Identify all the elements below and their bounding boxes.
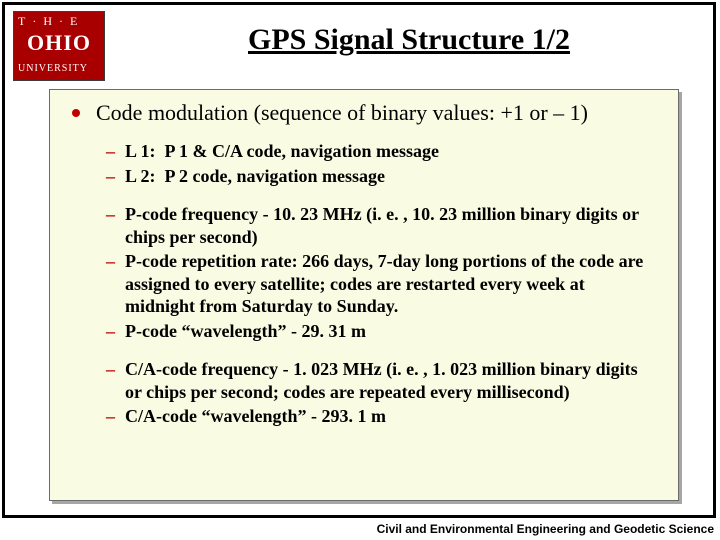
list-item: – C/A-code frequency - 1. 023 MHz (i. e.… bbox=[106, 358, 656, 403]
dash-icon: – bbox=[106, 165, 115, 188]
sub-group-1: – L 1: P 1 & C/A code, navigation messag… bbox=[106, 140, 656, 187]
list-item: – L 2: P 2 code, navigation message bbox=[106, 165, 656, 188]
list-item-text: L 1: P 1 & C/A code, navigation message bbox=[125, 140, 439, 163]
list-item: – P-code frequency - 10. 23 MHz (i. e. ,… bbox=[106, 203, 656, 248]
logo-line-3: UNIVERSITY bbox=[18, 63, 100, 74]
top-bullet-text: Code modulation (sequence of binary valu… bbox=[96, 100, 588, 126]
list-item: – C/A-code “wavelength” - 293. 1 m bbox=[106, 405, 656, 428]
sub-group-3: – C/A-code frequency - 1. 023 MHz (i. e.… bbox=[106, 358, 656, 428]
list-item-text: C/A-code frequency - 1. 023 MHz (i. e. ,… bbox=[125, 358, 656, 403]
list-item: – P-code “wavelength” - 29. 31 m bbox=[106, 320, 656, 343]
dash-icon: – bbox=[106, 250, 115, 273]
list-item: – L 1: P 1 & C/A code, navigation messag… bbox=[106, 140, 656, 163]
list-item-text: P-code repetition rate: 266 days, 7-day … bbox=[125, 250, 656, 318]
dash-icon: – bbox=[106, 203, 115, 226]
dash-icon: – bbox=[106, 405, 115, 428]
footer-text: Civil and Environmental Engineering and … bbox=[377, 522, 714, 536]
dash-icon: – bbox=[106, 358, 115, 381]
list-item-text: P-code frequency - 10. 23 MHz (i. e. , 1… bbox=[125, 203, 656, 248]
slide-title: GPS Signal Structure 1/2 bbox=[115, 23, 703, 57]
slide-frame: T·H·E OHIO UNIVERSITY GPS Signal Structu… bbox=[2, 2, 716, 518]
content-box: Code modulation (sequence of binary valu… bbox=[49, 89, 679, 501]
dash-icon: – bbox=[106, 140, 115, 163]
top-bullet: Code modulation (sequence of binary valu… bbox=[72, 100, 656, 126]
list-item-text: P-code “wavelength” - 29. 31 m bbox=[125, 320, 366, 343]
logo-line-2: OHIO bbox=[14, 30, 104, 56]
list-item: – P-code repetition rate: 266 days, 7-da… bbox=[106, 250, 656, 318]
dash-icon: – bbox=[106, 320, 115, 343]
logo-line-1: T·H·E bbox=[18, 14, 100, 29]
sub-group-2: – P-code frequency - 10. 23 MHz (i. e. ,… bbox=[106, 203, 656, 342]
list-item-text: L 2: P 2 code, navigation message bbox=[125, 165, 385, 188]
bullet-disc-icon bbox=[72, 109, 80, 117]
ohio-state-logo: T·H·E OHIO UNIVERSITY bbox=[13, 11, 105, 81]
list-item-text: C/A-code “wavelength” - 293. 1 m bbox=[125, 405, 386, 428]
